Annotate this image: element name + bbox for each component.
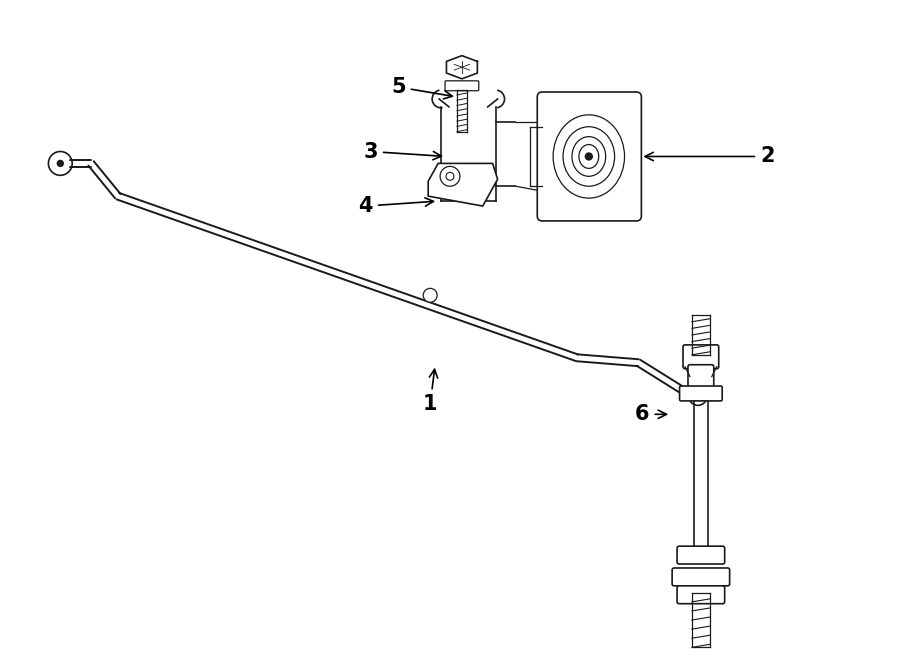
Polygon shape xyxy=(446,56,477,79)
FancyBboxPatch shape xyxy=(445,81,479,91)
FancyBboxPatch shape xyxy=(683,345,719,369)
Circle shape xyxy=(58,161,63,167)
FancyBboxPatch shape xyxy=(677,586,724,603)
Polygon shape xyxy=(428,163,498,206)
Text: 1: 1 xyxy=(423,369,437,414)
Circle shape xyxy=(440,167,460,186)
Text: 3: 3 xyxy=(364,141,441,161)
FancyBboxPatch shape xyxy=(677,546,724,564)
Text: 2: 2 xyxy=(645,147,775,167)
FancyBboxPatch shape xyxy=(688,365,714,393)
FancyBboxPatch shape xyxy=(680,386,722,401)
FancyBboxPatch shape xyxy=(672,568,730,586)
Text: 4: 4 xyxy=(358,196,434,216)
Circle shape xyxy=(585,153,592,160)
FancyBboxPatch shape xyxy=(537,92,642,221)
Text: 5: 5 xyxy=(392,77,453,99)
Text: 6: 6 xyxy=(635,405,667,424)
Circle shape xyxy=(423,288,437,302)
